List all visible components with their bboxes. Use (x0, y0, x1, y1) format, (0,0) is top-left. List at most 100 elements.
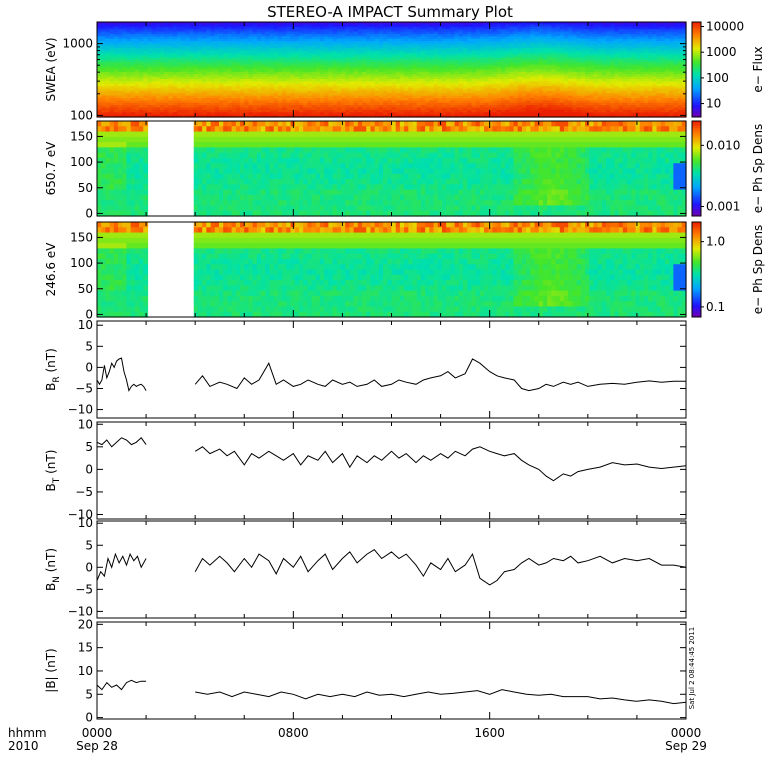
heatmap-cell (282, 105, 287, 109)
heatmap-cell (189, 36, 195, 40)
heatmap-cell (353, 114, 359, 118)
heatmap-cell (231, 112, 237, 116)
heatmap-cell (206, 31, 212, 35)
heatmap-cell (357, 43, 363, 47)
heatmap-cell (147, 105, 153, 109)
heatmap-cell (172, 71, 178, 75)
heatmap-cell (277, 107, 283, 111)
heatmap-cell (248, 109, 254, 113)
heatmap-cell (227, 95, 233, 99)
heatmap-cell (210, 74, 216, 78)
heatmap-cell (231, 93, 237, 97)
heatmap-cell (307, 93, 313, 97)
heatmap-cell (294, 98, 300, 101)
heatmap-cell (176, 52, 182, 56)
heatmap-cell (240, 93, 245, 97)
heatmap-cell (160, 102, 165, 106)
heatmap-cell (160, 33, 165, 37)
heatmap-cell (189, 107, 195, 111)
heatmap-cell (307, 62, 313, 66)
heatmap-cell (155, 36, 161, 40)
heatmap-cell (357, 81, 363, 85)
heatmap-cell (252, 105, 258, 109)
heatmap-cell (290, 100, 296, 104)
heatmap-cell (223, 64, 229, 68)
heatmap-cell (336, 22, 342, 25)
heatmap-cell (210, 22, 216, 25)
heatmap-cell (353, 55, 359, 59)
heatmap-cell (231, 88, 237, 92)
heatmap-cell (122, 114, 128, 118)
heatmap-cell (160, 100, 165, 104)
heatmap-cell (353, 107, 359, 111)
heatmap-cell (105, 83, 111, 87)
heatmap-cell (109, 93, 115, 97)
heatmap-cell (357, 36, 363, 40)
heatmap-cell (235, 71, 241, 75)
heatmap-cell (332, 50, 338, 54)
heatmap-cell (223, 71, 229, 75)
heatmap-cell (197, 93, 203, 97)
heatmap-cell (155, 114, 161, 118)
heatmap-cell (118, 36, 123, 40)
heatmap-cell (235, 52, 241, 56)
heatmap-cell (298, 102, 304, 106)
heatmap-cell (185, 98, 191, 101)
heatmap-cell (176, 33, 182, 37)
heatmap-cell (273, 114, 279, 118)
heatmap-cell (168, 64, 174, 68)
heatmap-cell (235, 98, 241, 101)
heatmap-cell (160, 57, 165, 61)
heatmap-cell (261, 57, 266, 61)
heatmap-cell (286, 26, 292, 30)
heatmap-cell (248, 79, 254, 82)
heatmap-cell (294, 62, 300, 66)
heatmap-cell (189, 41, 195, 44)
heatmap-cell (130, 36, 136, 40)
heatmap-cell (130, 83, 136, 87)
heatmap-cell (214, 22, 220, 25)
heatmap-cell (155, 83, 161, 87)
heatmap-cell (282, 98, 287, 101)
heatmap-cell (97, 29, 102, 33)
heatmap-cell (366, 74, 372, 78)
heatmap-cell (341, 86, 346, 90)
heatmap-cell (374, 71, 380, 75)
heatmap-cell (298, 24, 304, 28)
heatmap-cell (370, 22, 376, 25)
heatmap-cell (164, 64, 170, 68)
heatmap-cell (122, 102, 128, 106)
heatmap-cell (341, 57, 346, 61)
heatmap-cell (269, 45, 275, 49)
heatmap-cell (282, 55, 287, 59)
heatmap-cell (265, 50, 271, 54)
heatmap-cell (231, 95, 237, 99)
heatmap-cell (118, 57, 123, 61)
heatmap-cell (193, 112, 199, 116)
heatmap-cell (164, 109, 170, 113)
heatmap-cell (307, 31, 313, 35)
heatmap-cell (353, 83, 359, 87)
heatmap-cell (168, 102, 174, 106)
heatmap-cell (164, 76, 170, 80)
heatmap-cell (357, 38, 363, 42)
heatmap-cell (214, 109, 220, 113)
heatmap-cell (370, 76, 376, 80)
heatmap-cell (345, 50, 351, 54)
heatmap-cell (189, 88, 195, 92)
heatmap-cell (244, 74, 250, 78)
heatmap-cell (311, 98, 317, 101)
heatmap-cell (311, 81, 317, 85)
heatmap-cell (151, 69, 157, 73)
heatmap-cell (118, 112, 123, 116)
heatmap-cell (176, 90, 182, 94)
heatmap-cell (353, 45, 359, 49)
heatmap-cell (282, 41, 287, 44)
heatmap-cell (214, 60, 220, 63)
heatmap-cell (130, 100, 136, 104)
heatmap-cell (155, 102, 161, 106)
heatmap-cell (256, 36, 262, 40)
heatmap-cell (315, 69, 321, 73)
heatmap-cell (155, 45, 161, 49)
heatmap-cell (273, 93, 279, 97)
